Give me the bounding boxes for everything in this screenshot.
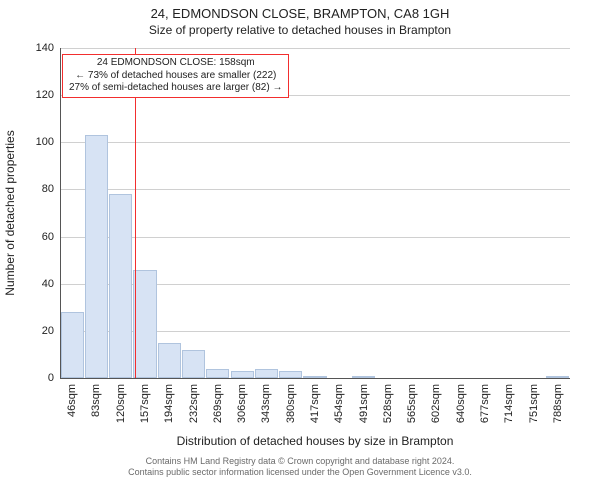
histogram-bar bbox=[231, 371, 254, 378]
x-tick-label: 417sqm bbox=[309, 384, 321, 423]
annotation-value: 24 EDMONDSON CLOSE: 158sqm bbox=[69, 57, 282, 70]
x-tick-label: 491sqm bbox=[358, 384, 370, 423]
x-tick-label: 714sqm bbox=[503, 384, 515, 423]
x-tick-label: 788sqm bbox=[552, 384, 564, 423]
x-tick-label: 232sqm bbox=[188, 384, 200, 423]
x-axis-label: Distribution of detached houses by size … bbox=[60, 434, 570, 448]
x-tick-label: 343sqm bbox=[260, 384, 272, 423]
x-tick-label: 565sqm bbox=[406, 384, 418, 423]
plot-area: 02040608010012014046sqm83sqm120sqm157sqm… bbox=[60, 48, 570, 378]
grid-line bbox=[60, 48, 570, 49]
x-tick-label: 306sqm bbox=[236, 384, 248, 423]
histogram-bar bbox=[279, 371, 302, 378]
x-tick-label: 677sqm bbox=[479, 384, 491, 423]
grid-line bbox=[60, 237, 570, 238]
histogram-bar bbox=[61, 312, 84, 378]
x-tick-label: 120sqm bbox=[115, 384, 127, 423]
y-tick-label: 20 bbox=[42, 325, 54, 337]
x-tick-label: 83sqm bbox=[90, 384, 102, 417]
x-tick-label: 602sqm bbox=[430, 384, 442, 423]
annotation-larger: 27% of semi-detached houses are larger (… bbox=[69, 82, 282, 95]
y-tick-label: 100 bbox=[36, 136, 54, 148]
histogram-bar bbox=[255, 369, 278, 378]
chart-subtitle: Size of property relative to detached ho… bbox=[0, 21, 600, 37]
y-tick-label: 80 bbox=[42, 183, 54, 195]
grid-line bbox=[60, 189, 570, 190]
chart-title: 24, EDMONDSON CLOSE, BRAMPTON, CA8 1GH bbox=[0, 0, 600, 21]
histogram-bar bbox=[85, 135, 108, 378]
histogram-bar bbox=[303, 376, 326, 378]
histogram-bar bbox=[109, 194, 132, 378]
x-tick-label: 640sqm bbox=[455, 384, 467, 423]
annotation-box: 24 EDMONDSON CLOSE: 158sqm← 73% of detac… bbox=[62, 54, 289, 98]
y-axis-label: Number of detached properties bbox=[3, 130, 17, 295]
histogram-bar bbox=[133, 270, 156, 378]
x-tick-label: 380sqm bbox=[285, 384, 297, 423]
histogram-bar bbox=[158, 343, 181, 378]
x-tick-label: 46sqm bbox=[66, 384, 78, 417]
footer-line-1: Contains HM Land Registry data © Crown c… bbox=[0, 456, 600, 467]
x-tick-label: 194sqm bbox=[163, 384, 175, 423]
histogram-bar bbox=[546, 376, 569, 378]
x-tick-label: 751sqm bbox=[528, 384, 540, 423]
grid-line bbox=[60, 142, 570, 143]
y-tick-label: 40 bbox=[42, 278, 54, 290]
y-tick-label: 60 bbox=[42, 231, 54, 243]
footer: Contains HM Land Registry data © Crown c… bbox=[0, 456, 600, 479]
y-tick-label: 140 bbox=[36, 42, 54, 54]
y-tick-label: 0 bbox=[48, 372, 54, 384]
annotation-smaller: ← 73% of detached houses are smaller (22… bbox=[69, 70, 282, 83]
x-tick-label: 528sqm bbox=[382, 384, 394, 423]
x-tick-label: 157sqm bbox=[139, 384, 151, 423]
footer-line-2: Contains public sector information licen… bbox=[0, 467, 600, 478]
histogram-bar bbox=[182, 350, 205, 378]
marker-line bbox=[135, 48, 136, 378]
y-tick-label: 120 bbox=[36, 89, 54, 101]
chart-container: { "title": "24, EDMONDSON CLOSE, BRAMPTO… bbox=[0, 0, 600, 500]
x-tick-label: 269sqm bbox=[212, 384, 224, 423]
histogram-bar bbox=[206, 369, 229, 378]
histogram-bar bbox=[352, 376, 375, 378]
x-tick-label: 454sqm bbox=[333, 384, 345, 423]
x-axis-line bbox=[60, 378, 570, 379]
